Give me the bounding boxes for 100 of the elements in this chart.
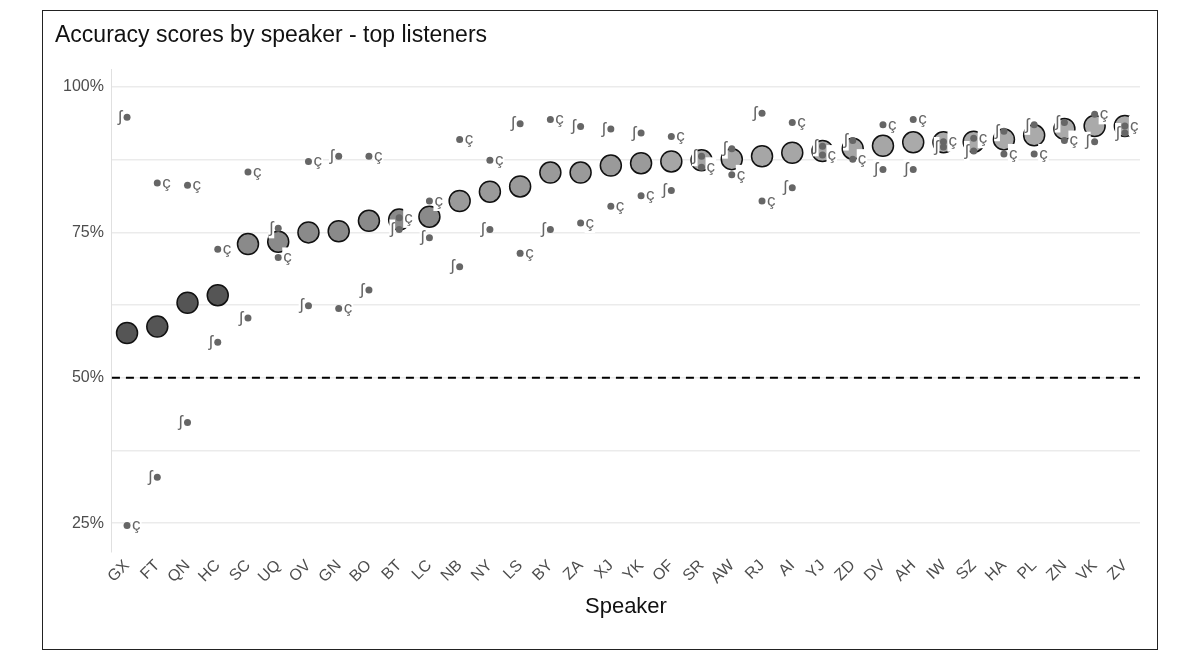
point (335, 305, 343, 313)
x-tick-label: VK (1072, 555, 1101, 584)
point (214, 338, 222, 346)
y-tick-label: 75% (71, 222, 104, 240)
data-label: ç (1099, 104, 1109, 124)
data-label: ʃ (177, 412, 184, 432)
data-label: ç (948, 131, 958, 151)
point (335, 152, 343, 160)
data-label: ç (222, 238, 232, 258)
data-label: ʃ (238, 307, 245, 327)
point (1000, 127, 1008, 135)
point (153, 179, 161, 187)
point (1091, 138, 1099, 146)
data-label: ʃ (722, 138, 729, 158)
point (728, 145, 736, 153)
point (758, 197, 766, 205)
point (667, 132, 675, 140)
point (516, 249, 524, 257)
data-label: ʃ (510, 113, 517, 133)
point (637, 129, 645, 137)
point (236, 232, 260, 256)
x-tick-label: BT (377, 556, 405, 583)
data-label: ʃ (963, 140, 970, 160)
data-label: ʃ (661, 180, 668, 200)
data-label: ç (162, 172, 172, 192)
data-label: ʃ (298, 295, 305, 315)
data-label: ç (494, 150, 504, 169)
point (448, 189, 471, 213)
point (629, 151, 653, 175)
x-tick-label: FT (136, 556, 163, 583)
data-label: ʃ (328, 145, 335, 165)
data-label: ç (827, 144, 837, 164)
y-tick-label: 25% (71, 513, 104, 531)
data-label: ʃ (540, 219, 547, 239)
data-label: ʃ (389, 219, 396, 239)
x-tick-label: UQ (254, 556, 284, 586)
data-label: ç (132, 515, 142, 535)
x-tick-label: AI (774, 556, 798, 579)
point (274, 253, 282, 261)
point (357, 209, 381, 233)
point (115, 321, 139, 345)
x-tick-label: SZ (952, 556, 980, 583)
point (758, 109, 766, 117)
data-label: ç (283, 247, 293, 267)
data-label: ç (373, 145, 383, 165)
data-label: ʃ (752, 102, 759, 122)
x-tick-label: YK (619, 555, 647, 584)
point (1030, 150, 1038, 158)
point (486, 226, 494, 233)
point (569, 161, 592, 184)
x-tick-label: AW (707, 555, 738, 587)
point (698, 163, 706, 171)
point (123, 521, 131, 529)
data-label: ç (434, 190, 444, 210)
point (909, 116, 917, 124)
point (1121, 129, 1129, 137)
point (184, 419, 192, 427)
data-label: ʃ (601, 118, 608, 138)
data-label: ʃ (1054, 112, 1061, 132)
x-tick-label: ZN (1042, 556, 1070, 584)
point (184, 181, 192, 189)
point (607, 125, 615, 133)
data-label: ç (313, 151, 323, 171)
x-tick-label: IW (922, 555, 950, 583)
point (456, 135, 464, 143)
point (879, 121, 887, 129)
point (123, 113, 131, 121)
point (365, 286, 373, 294)
point (546, 116, 554, 124)
x-tick-label: SR (679, 556, 707, 584)
y-tick-label: 100% (63, 77, 104, 95)
point (871, 134, 895, 158)
point (901, 131, 925, 154)
data-label: ʃ (812, 136, 819, 156)
point (456, 263, 464, 271)
data-label: ç (887, 114, 897, 134)
x-tick-label: GN (314, 556, 344, 586)
data-label: ʃ (570, 116, 577, 136)
data-label: ç (555, 109, 565, 129)
point (788, 119, 796, 127)
data-label: ʃ (480, 219, 487, 239)
data-label: ʃ (1024, 114, 1031, 134)
x-tick-label: PL (1013, 556, 1040, 583)
point (728, 171, 736, 179)
point (819, 142, 827, 150)
data-label: ç (525, 243, 535, 263)
x-tick-label: BO (345, 556, 375, 585)
data-label: ç (1129, 115, 1139, 135)
data-label: ʃ (691, 145, 698, 165)
data-label: ç (706, 156, 716, 176)
chart-title: Accuracy scores by speaker - top listeners (55, 21, 488, 48)
data-label: ç (192, 175, 202, 194)
data-label: ʃ (268, 218, 275, 238)
data-label: ʃ (449, 256, 456, 276)
data-label: ʃ (903, 159, 910, 179)
data-label: ç (646, 185, 656, 205)
point (478, 180, 502, 203)
point (599, 154, 623, 177)
x-tick-label: LC (408, 556, 435, 583)
point (508, 175, 532, 198)
